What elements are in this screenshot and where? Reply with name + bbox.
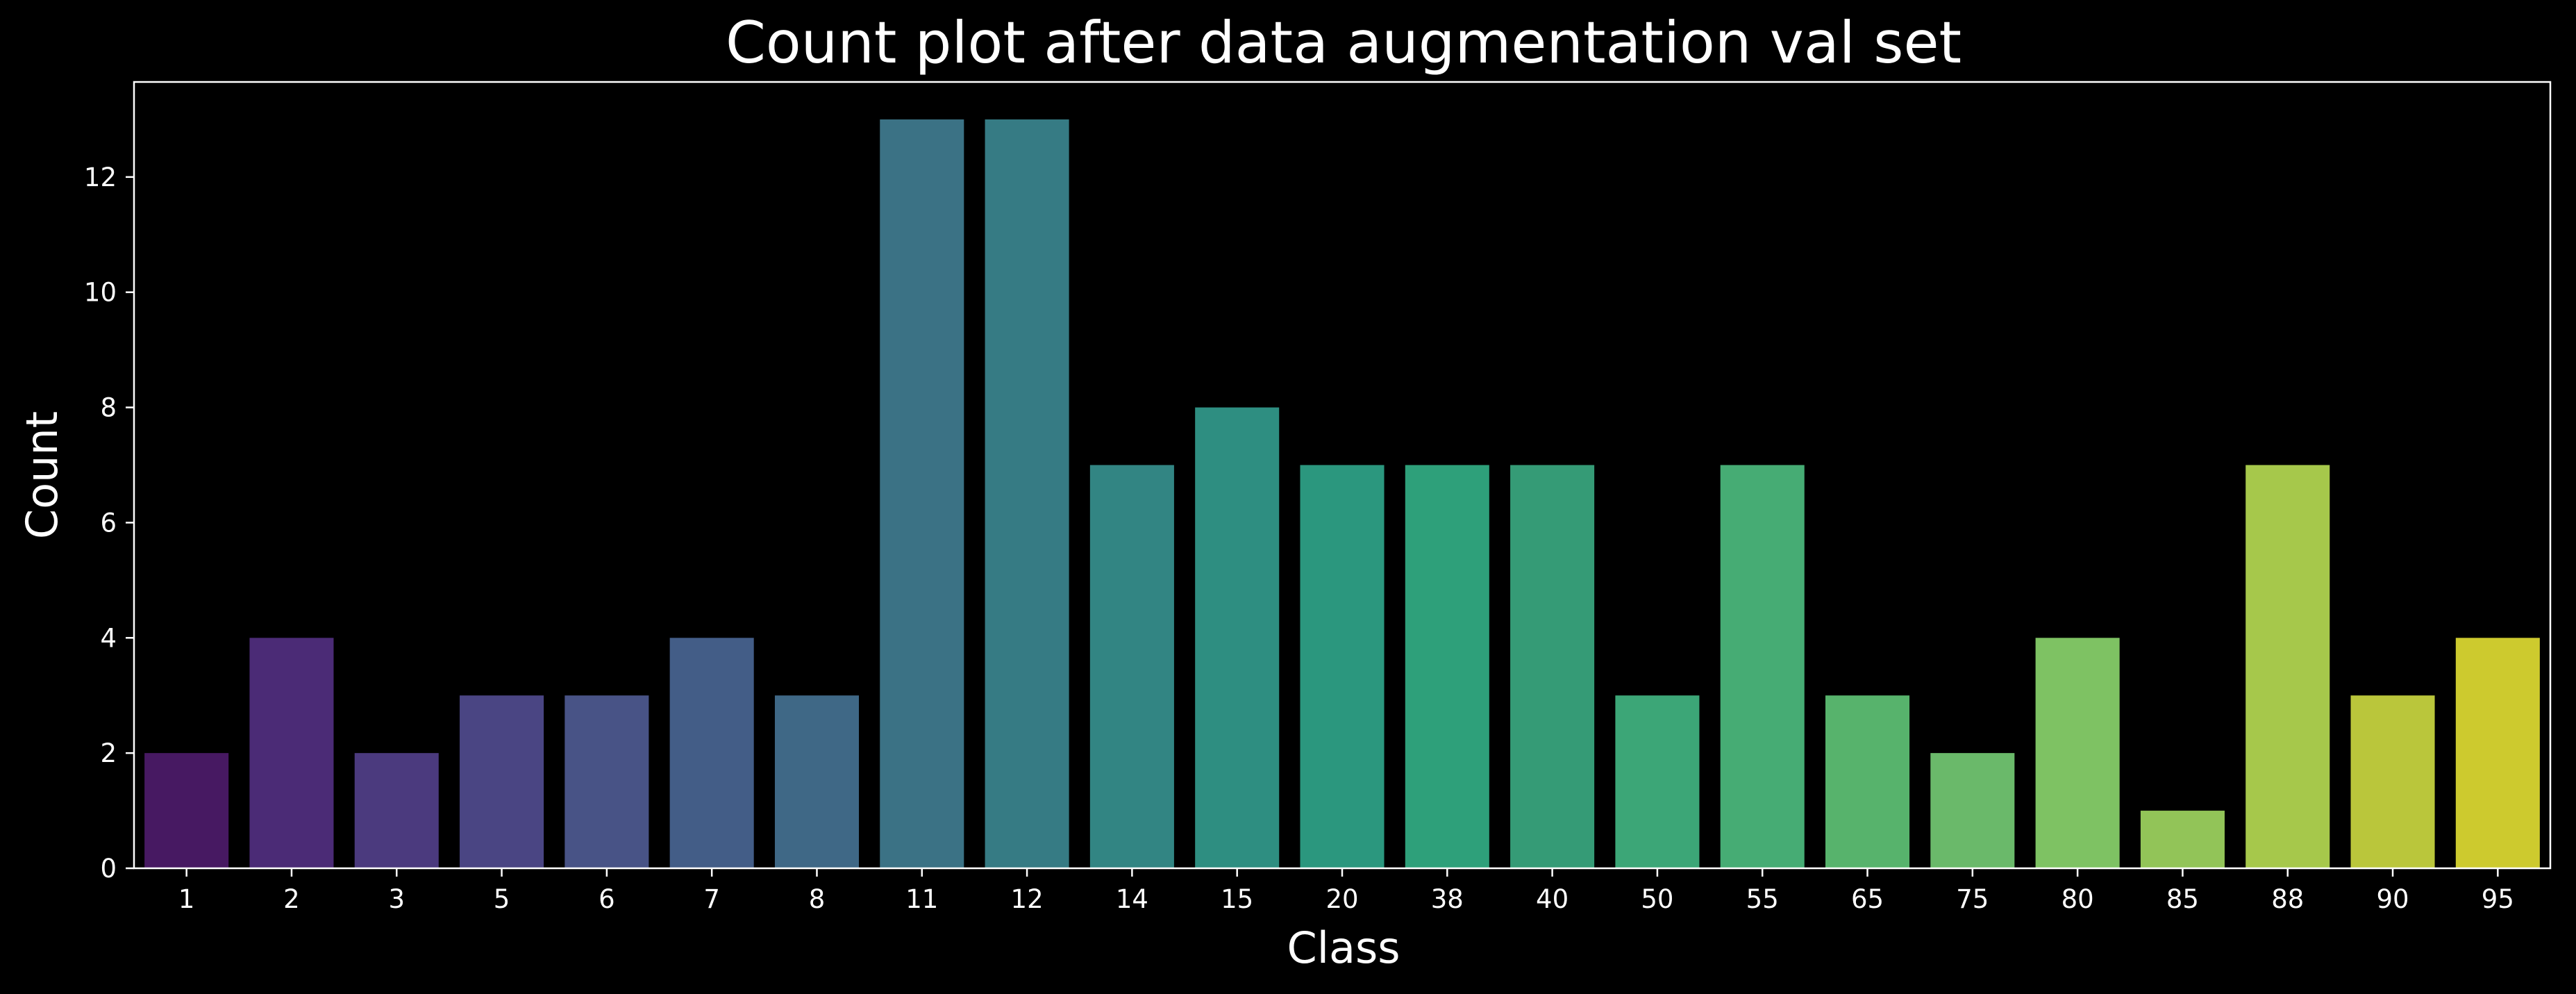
- chart-title: Count plot after data augmentation val s…: [726, 9, 1962, 76]
- x-tick-label: 75: [1956, 884, 1989, 914]
- bar-class-7: [669, 638, 754, 868]
- bar-class-14: [1089, 465, 1174, 868]
- x-tick-label: 90: [2376, 884, 2409, 914]
- y-tick-label: 12: [84, 163, 117, 192]
- x-tick-label: 2: [283, 884, 300, 914]
- bar-class-95: [2455, 638, 2540, 868]
- bar-class-40: [1510, 465, 1595, 868]
- bar-class-8: [774, 695, 859, 868]
- bar-class-85: [2140, 811, 2225, 868]
- bar-class-50: [1615, 695, 1700, 868]
- x-tick-label: 20: [1325, 884, 1358, 914]
- x-tick-label: 7: [703, 884, 720, 914]
- x-tick-label: 3: [388, 884, 405, 914]
- bar-class-75: [1930, 753, 2015, 868]
- bar-class-3: [354, 753, 439, 868]
- bar-class-11: [880, 119, 964, 868]
- x-tick-label: 6: [599, 884, 615, 914]
- x-tick-label: 15: [1221, 884, 1253, 914]
- y-axis-label: Count: [17, 411, 67, 539]
- plot-area: [144, 119, 2540, 868]
- bar-class-80: [2035, 638, 2120, 868]
- y-tick-label: 10: [84, 278, 117, 308]
- bar-class-65: [1825, 695, 1910, 868]
- bar-class-90: [2350, 695, 2435, 868]
- x-tick-label: 11: [905, 884, 938, 914]
- bar-class-88: [2245, 465, 2330, 868]
- bar-class-15: [1195, 407, 1280, 868]
- bar-class-2: [249, 638, 334, 868]
- x-tick-label: 50: [1641, 884, 1673, 914]
- x-tick-label: 8: [809, 884, 826, 914]
- x-axis-label: Class: [1287, 922, 1400, 973]
- y-tick-label: 2: [100, 738, 117, 768]
- bar-class-55: [1720, 465, 1805, 868]
- x-tick-label: 88: [2271, 884, 2304, 914]
- x-tick-label: 14: [1116, 884, 1148, 914]
- y-tick-label: 8: [100, 393, 117, 423]
- bar-class-12: [985, 119, 1069, 868]
- bar-class-6: [564, 695, 649, 868]
- x-tick-label: 65: [1851, 884, 1884, 914]
- y-tick-label: 4: [100, 623, 117, 653]
- x-tick-label: 12: [1011, 884, 1044, 914]
- bar-class-38: [1405, 465, 1489, 868]
- bar-class-20: [1300, 465, 1385, 868]
- x-tick-label: 55: [1746, 884, 1779, 914]
- x-tick-label: 38: [1431, 884, 1464, 914]
- y-tick-label: 0: [100, 854, 117, 884]
- x-tick-label: 1: [178, 884, 195, 914]
- x-tick-label: 5: [494, 884, 510, 914]
- x-tick-label: 95: [2482, 884, 2514, 914]
- y-tick-label: 6: [100, 508, 117, 538]
- x-axis: 1 2 3 5 6 7 8 11 12 14 15 20 38 40 50 55 65 75 80 85 88 90 95: [178, 868, 2514, 914]
- x-tick-label: 80: [2061, 884, 2094, 914]
- x-tick-label: 40: [1536, 884, 1569, 914]
- bar-class-5: [460, 695, 544, 868]
- y-axis: 0 2 4 6 8 10 12: [84, 163, 134, 884]
- bar-class-1: [144, 753, 229, 868]
- x-tick-label: 85: [2166, 884, 2199, 914]
